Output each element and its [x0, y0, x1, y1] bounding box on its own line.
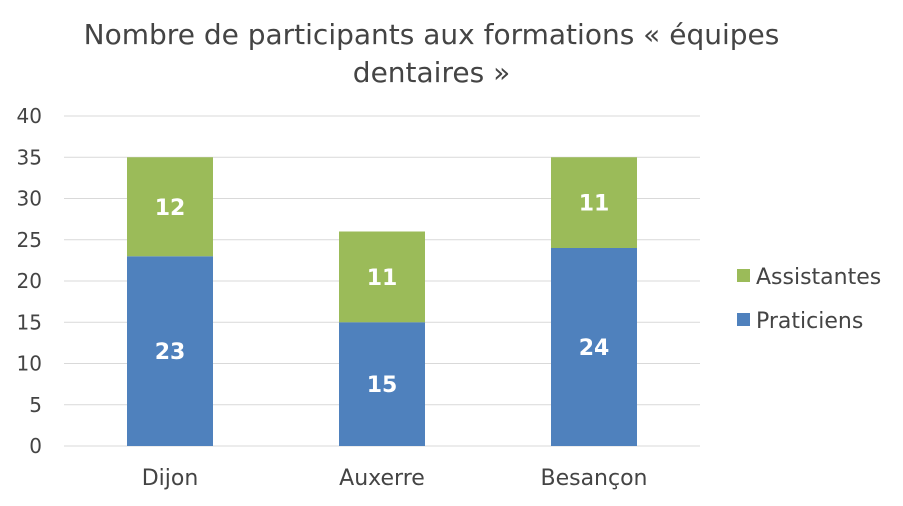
legend: Assistantes Praticiens: [737, 265, 881, 334]
data-label: 12: [155, 196, 186, 221]
y-tick-label: 15: [17, 310, 42, 334]
data-label: 11: [579, 192, 610, 217]
bar-assistantes-1: [339, 231, 425, 323]
y-tick-label: 20: [17, 269, 42, 293]
data-label: 11: [367, 266, 398, 291]
x-category-label: Besançon: [540, 466, 647, 491]
bar-praticiens-1: [339, 322, 425, 446]
bar-praticiens-0: [127, 256, 213, 446]
data-label: 23: [155, 340, 186, 365]
legend-swatch-praticiens: [737, 313, 750, 326]
chart-title-line-2: dentaires »: [352, 56, 511, 89]
y-tick-label: 0: [29, 434, 42, 458]
y-tick-label: 10: [17, 352, 42, 376]
x-category-label: Dijon: [142, 466, 199, 491]
y-tick-label: 25: [17, 228, 42, 252]
y-tick-label: 5: [29, 393, 42, 417]
bar-assistantes-0: [127, 157, 213, 257]
bar-assistantes-2: [551, 157, 637, 248]
y-tick-label: 40: [17, 104, 42, 128]
chart-title-line-1: Nombre de participants aux formations « …: [83, 18, 780, 51]
y-tick-label: 35: [17, 145, 42, 169]
legend-label-praticiens: Praticiens: [756, 309, 863, 334]
x-category-label: Auxerre: [339, 466, 425, 491]
y-tick-label: 30: [17, 187, 42, 211]
bars: 23 12 15 11 24 11: [127, 157, 637, 446]
legend-label-assistantes: Assistantes: [756, 265, 881, 290]
y-axis: 0 5 10 15 20 25 30 35 40: [17, 104, 42, 458]
bar-praticiens-2: [551, 248, 637, 446]
data-label: 15: [367, 373, 398, 398]
data-label: 24: [579, 336, 610, 361]
legend-swatch-assistantes: [737, 269, 750, 282]
x-axis: Dijon Auxerre Besançon: [142, 466, 648, 491]
